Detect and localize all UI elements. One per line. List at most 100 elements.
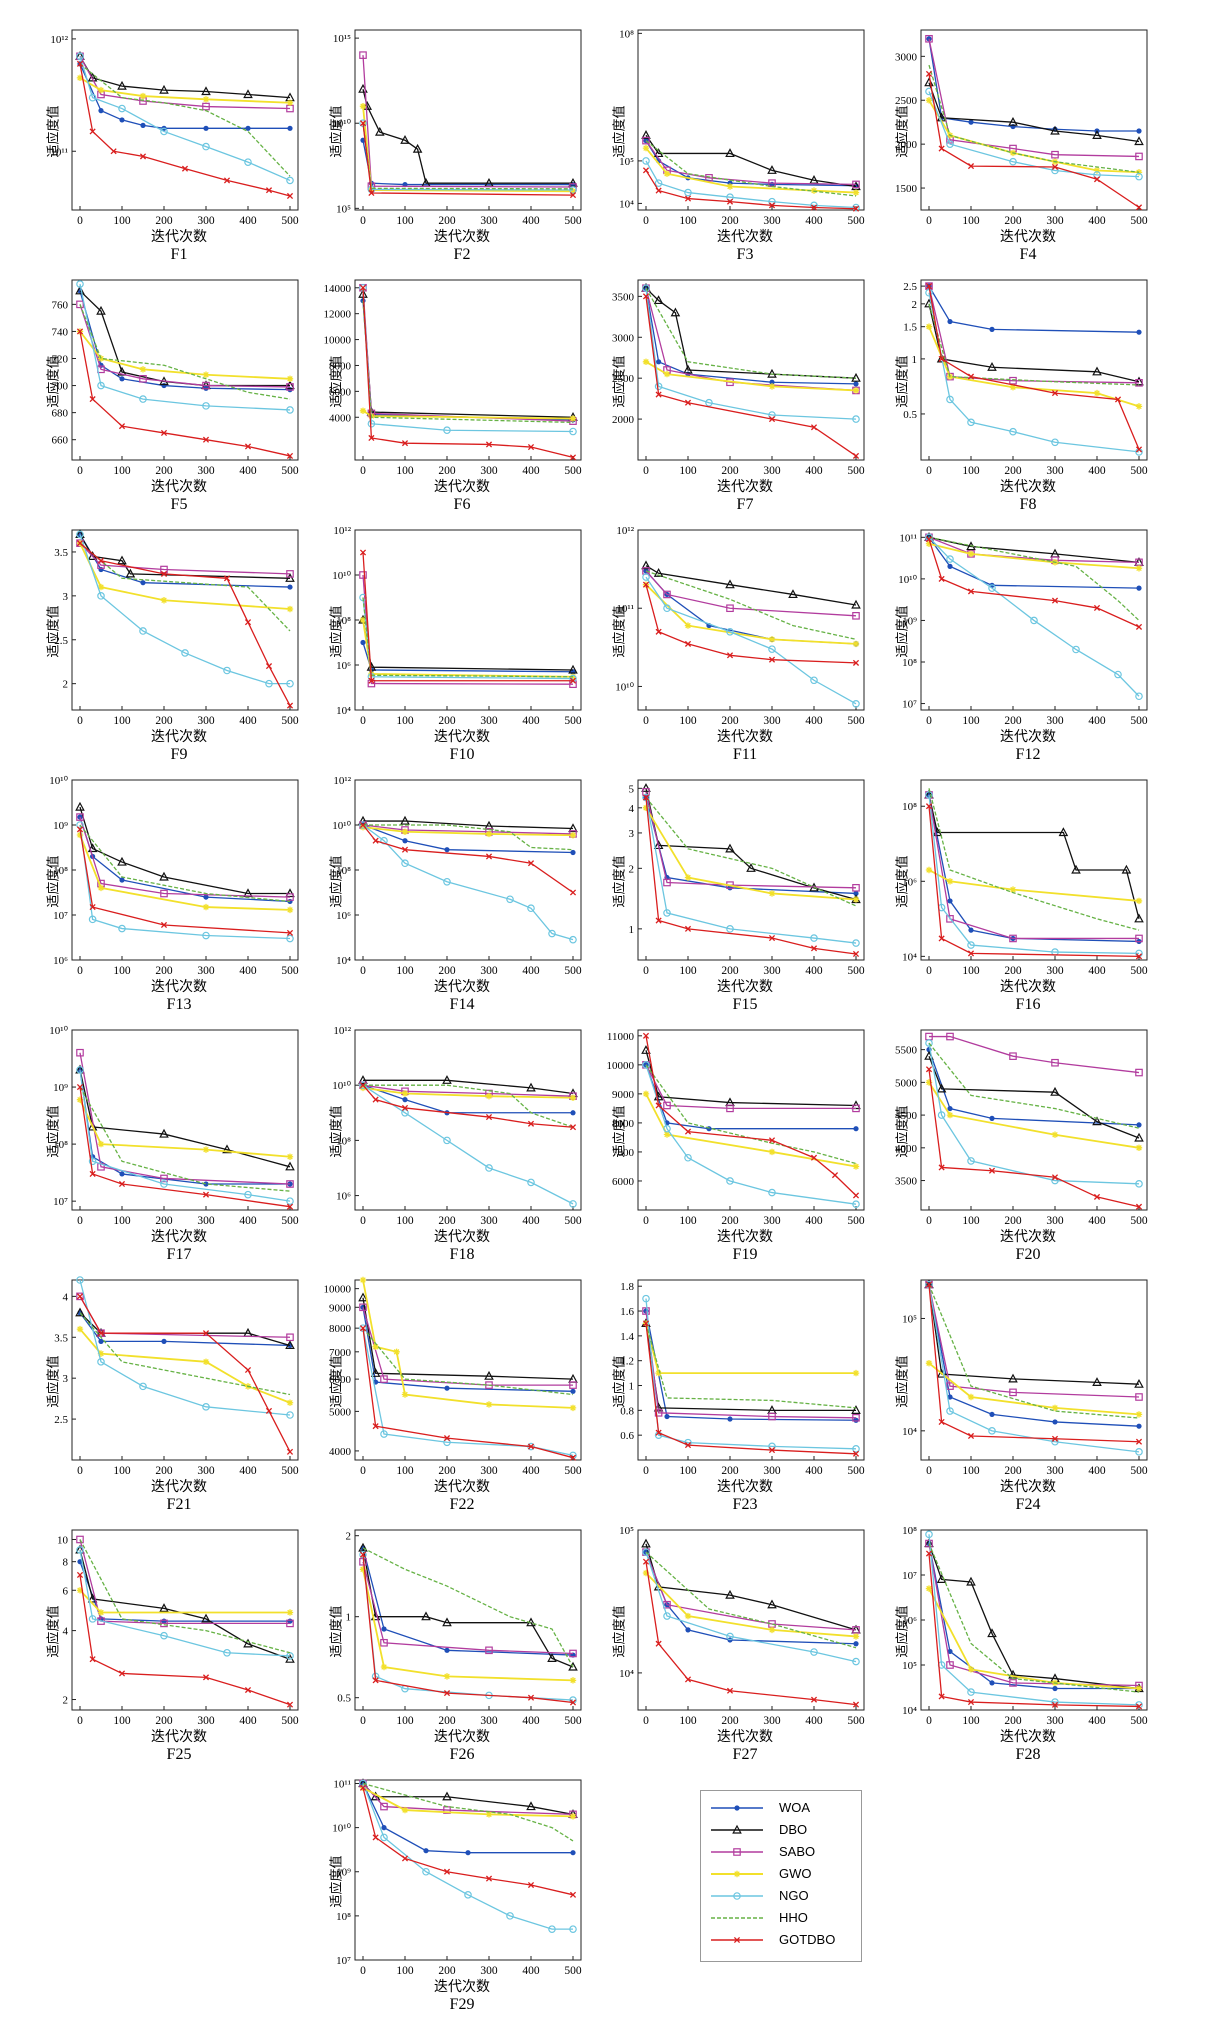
x-axis-label: 迭代次数 [717, 1730, 773, 1745]
data-point-ngo [967, 1157, 975, 1165]
data-point-ngo [726, 1632, 734, 1641]
x-tick-label: 100 [396, 1715, 414, 1727]
data-point-sabo [1009, 1052, 1017, 1060]
x-tick-label: 500 [1130, 715, 1148, 727]
series-hho [362, 1547, 574, 1668]
data-point-ngo [244, 1190, 252, 1199]
data-point-gotdbo [642, 1320, 650, 1327]
series-gwo [76, 1096, 294, 1160]
data-point-gwo [139, 366, 147, 373]
data-point-gwo [485, 830, 493, 838]
series-gotdbo [642, 1558, 860, 1708]
y-axis-label: 适应度值 [612, 855, 628, 908]
data-point-gwo [852, 896, 860, 903]
data-point-gotdbo [286, 452, 294, 459]
series-gotdbo [642, 1320, 860, 1457]
series-line-sabo [79, 816, 291, 898]
data-point-woa [570, 1850, 576, 1856]
x-tick-label: 300 [480, 1965, 498, 1977]
series-line-ngo [79, 824, 291, 940]
series-line-ngo [645, 576, 857, 705]
data-point-gotdbo [852, 1701, 860, 1708]
data-point-gotdbo [655, 1429, 662, 1436]
data-point-gwo [97, 1140, 105, 1148]
chart-panel-f9: 2 2.5 3 3.5 0 100 200 300 400 500 适应度值 迭代次数 F9 [34, 512, 324, 766]
x-tick-label: 100 [962, 1465, 980, 1477]
data-point-dbo [442, 1791, 452, 1801]
series-line-hho [645, 570, 857, 640]
data-point-gotdbo [642, 1032, 650, 1039]
data-point-woa [203, 125, 209, 131]
data-point-woa [989, 1115, 995, 1121]
data-point-gotdbo [244, 1686, 252, 1694]
x-tick-label: 0 [643, 465, 649, 477]
chart-panel-f17: 10⁷ 10⁸ 10⁹ 10¹⁰ 0 100 200 300 400 500 适应度值 迭代次数 F17 [34, 1012, 324, 1266]
y-tick-label: 3000 [895, 51, 918, 63]
axes-frame [354, 1279, 582, 1461]
x-tick-label: 500 [281, 1215, 299, 1227]
series-line-gotdbo [79, 1296, 291, 1453]
x-axis-label: 迭代次数 [1000, 730, 1056, 745]
series-hho [645, 1323, 857, 1409]
series-hho [928, 536, 1140, 621]
y-tick-label: 3500 [612, 291, 635, 303]
series-line-gotdbo [645, 797, 857, 955]
x-tick-label: 400 [805, 965, 823, 977]
x-tick-label: 100 [113, 1465, 131, 1477]
function-caption: F27 [732, 1746, 758, 1763]
data-point-dbo [641, 130, 651, 139]
data-point-gwo [967, 1666, 975, 1673]
data-point-dbo [117, 366, 127, 376]
data-point-gotdbo [118, 423, 126, 430]
plot-f24: 10⁴ 10⁵ 0 100 200 300 400 500 [902, 1279, 1148, 1477]
x-tick-label: 100 [113, 1215, 131, 1227]
data-point-gotdbo [569, 1124, 577, 1131]
series-line-sabo [928, 38, 1140, 158]
y-tick-label: 10⁸ [902, 801, 917, 813]
y-tick-label: 3 [629, 828, 635, 840]
x-tick-label: 0 [360, 1715, 366, 1727]
data-point-gotdbo [938, 355, 945, 362]
y-tick-label: 4000 [895, 1143, 918, 1155]
function-caption: F22 [449, 1496, 475, 1513]
series-ngo [642, 1294, 860, 1453]
function-caption: F1 [170, 246, 188, 263]
data-point-gwo [967, 1393, 975, 1401]
function-caption: F23 [732, 1496, 758, 1513]
series-gwo [359, 823, 577, 839]
data-point-gotdbo [1051, 163, 1059, 171]
data-point-gotdbo [359, 1325, 367, 1332]
x-tick-label: 500 [564, 215, 582, 227]
data-point-dbo [87, 1121, 98, 1131]
y-tick-label: 4000 [329, 1446, 352, 1458]
series-line-dbo [645, 565, 857, 606]
data-point-gwo [1135, 169, 1143, 176]
data-point-gotdbo [810, 424, 818, 431]
data-point-dbo [412, 143, 423, 153]
series-line-hho [928, 1284, 1140, 1419]
x-axis-label: 迭代次数 [151, 230, 207, 245]
data-point-ngo [380, 1430, 388, 1438]
x-tick-label: 400 [1088, 1715, 1106, 1727]
y-tick-label: 8 [63, 1557, 69, 1569]
series-gwo [642, 1569, 860, 1640]
axes-frame [637, 29, 865, 211]
data-point-ngo [1135, 1180, 1143, 1188]
function-caption: F10 [449, 746, 475, 763]
x-tick-label: 100 [679, 465, 697, 477]
data-point-sabo [1051, 1058, 1059, 1067]
data-point-dbo [1092, 366, 1102, 376]
x-tick-label: 0 [77, 965, 83, 977]
x-tick-label: 400 [522, 1215, 540, 1227]
function-caption: F18 [449, 1246, 475, 1263]
x-tick-label: 400 [805, 1465, 823, 1477]
x-tick-label: 500 [1130, 1215, 1148, 1227]
data-point-sabo [286, 1180, 294, 1188]
data-point-gotdbo [223, 575, 231, 582]
x-tick-label: 100 [962, 965, 980, 977]
data-point-gotdbo [401, 846, 409, 853]
data-point-woa [119, 117, 125, 123]
data-point-ngo [925, 791, 933, 799]
plot-f11: 10¹⁰ 10¹¹ 10¹² 0 100 200 300 400 500 [615, 525, 865, 727]
legend-marker-sabo [733, 1848, 741, 1856]
